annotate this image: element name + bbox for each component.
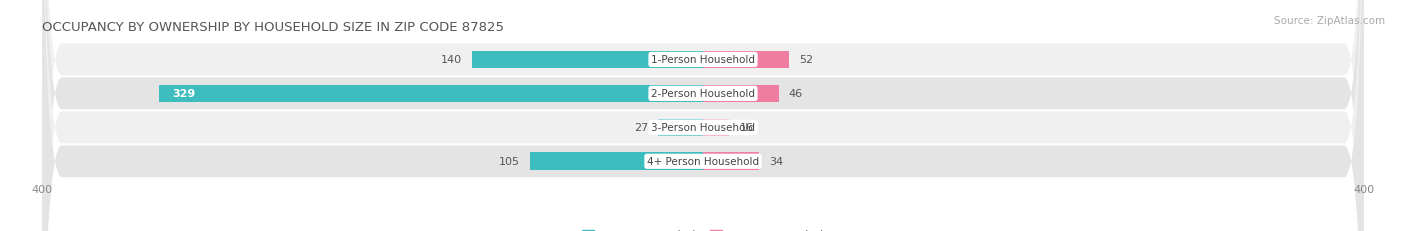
Text: 3-Person Household: 3-Person Household <box>651 123 755 133</box>
FancyBboxPatch shape <box>42 0 1364 231</box>
Legend: Owner-occupied, Renter-occupied: Owner-occupied, Renter-occupied <box>578 224 828 231</box>
Text: 140: 140 <box>440 55 461 65</box>
Text: 52: 52 <box>799 55 813 65</box>
Bar <box>159 85 703 103</box>
Bar <box>703 85 779 103</box>
FancyBboxPatch shape <box>42 0 1364 231</box>
Bar <box>703 119 730 137</box>
FancyBboxPatch shape <box>42 0 1364 231</box>
FancyBboxPatch shape <box>42 0 1364 231</box>
Bar <box>658 119 703 137</box>
Text: 46: 46 <box>789 89 803 99</box>
Text: 34: 34 <box>769 157 783 167</box>
Text: 27: 27 <box>634 123 648 133</box>
Text: 1-Person Household: 1-Person Household <box>651 55 755 65</box>
Text: Source: ZipAtlas.com: Source: ZipAtlas.com <box>1274 16 1385 26</box>
Text: 4+ Person Household: 4+ Person Household <box>647 157 759 167</box>
Text: 16: 16 <box>740 123 754 133</box>
Text: OCCUPANCY BY OWNERSHIP BY HOUSEHOLD SIZE IN ZIP CODE 87825: OCCUPANCY BY OWNERSHIP BY HOUSEHOLD SIZE… <box>42 21 505 33</box>
Text: 329: 329 <box>173 89 195 99</box>
Bar <box>703 51 789 69</box>
Bar <box>471 51 703 69</box>
Bar <box>530 153 703 170</box>
Text: 105: 105 <box>499 157 520 167</box>
Bar <box>703 153 759 170</box>
Text: 2-Person Household: 2-Person Household <box>651 89 755 99</box>
